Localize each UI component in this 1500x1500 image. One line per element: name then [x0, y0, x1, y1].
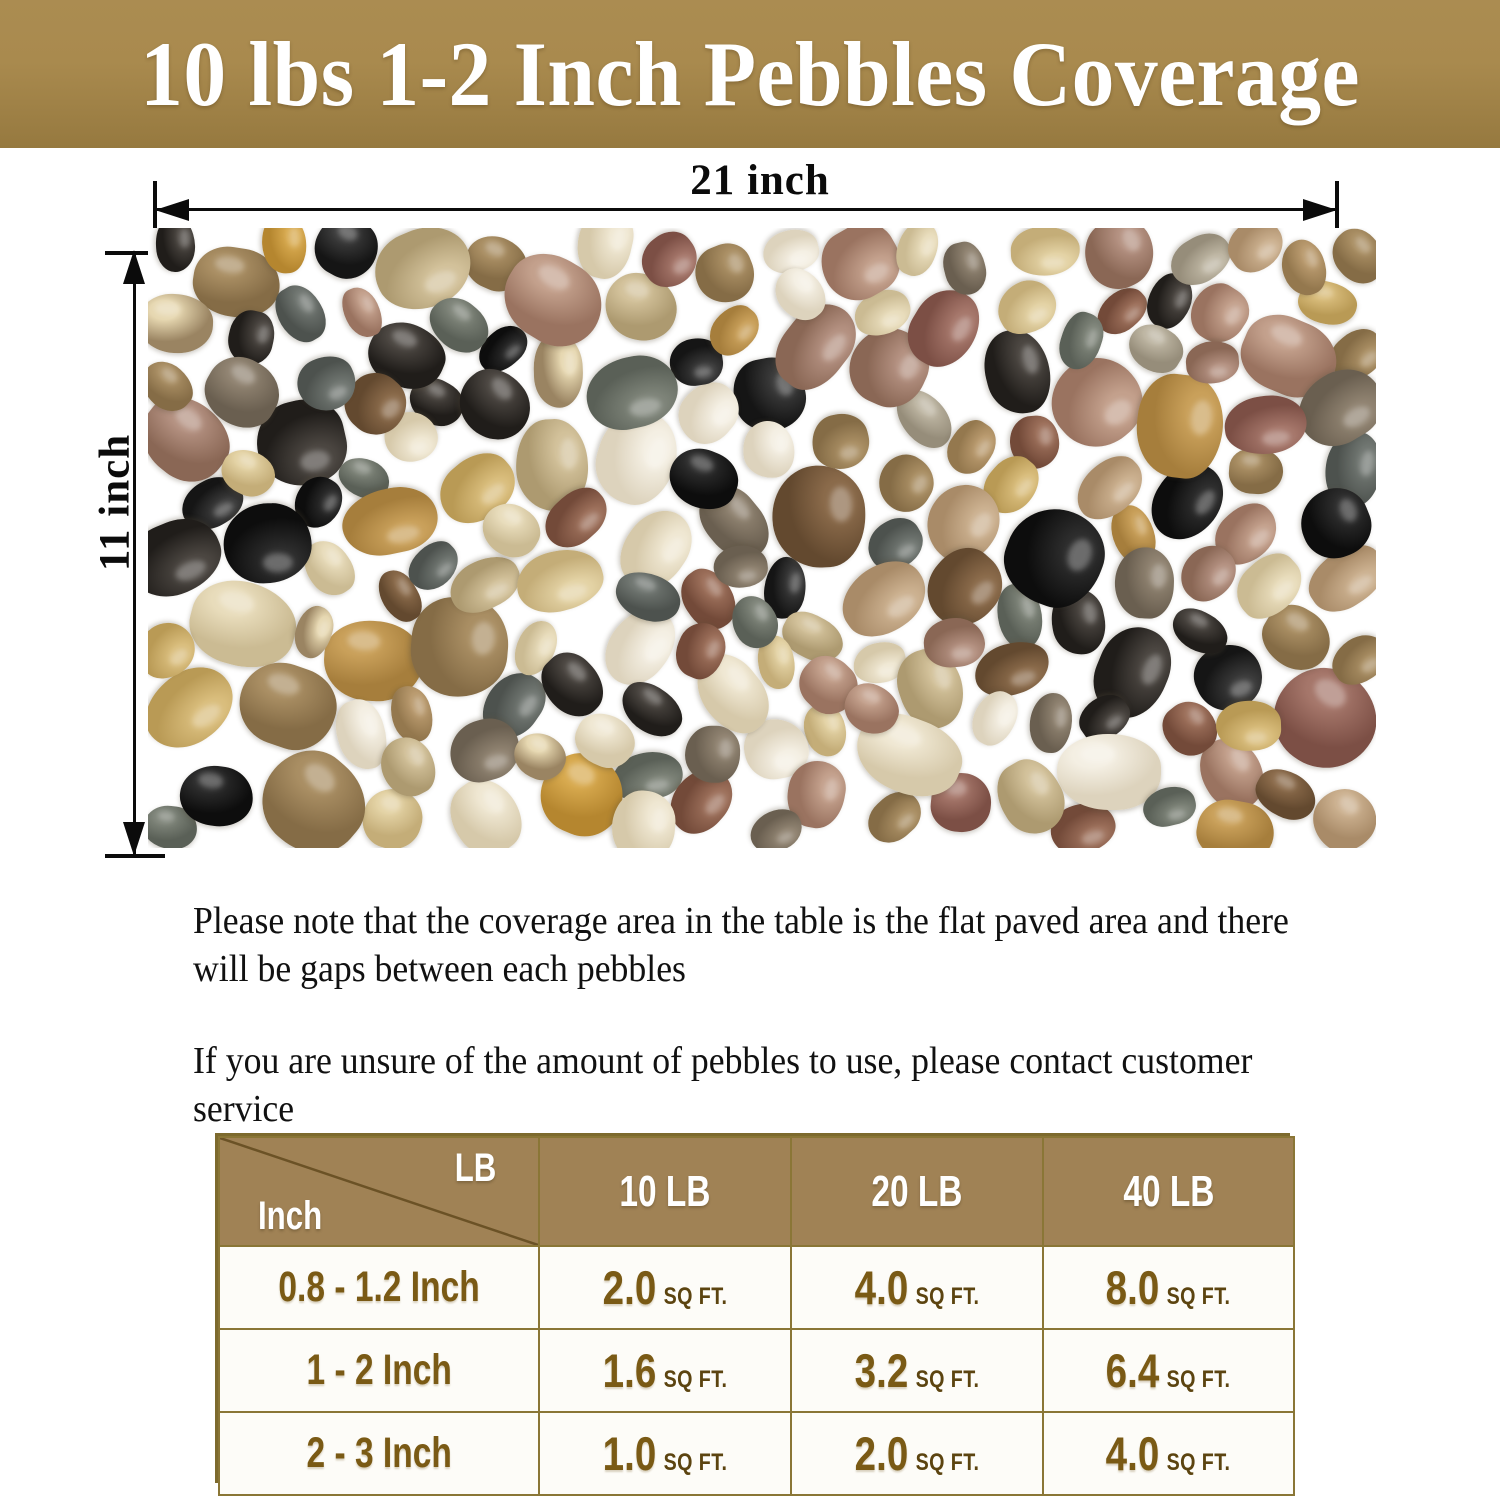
coverage-unit: SQ FT. [915, 1283, 980, 1310]
coverage-unit: SQ FT. [1167, 1283, 1231, 1310]
pebble-stone [770, 463, 869, 570]
width-arrow-line [155, 208, 1337, 211]
coverage-value: 6.4 [1106, 1344, 1160, 1397]
dimension-diagram: 21 inch 11 inch [0, 148, 1500, 908]
width-tick-right [1335, 181, 1339, 239]
coverage-unit: SQ FT. [663, 1283, 728, 1310]
row-size-cell: 0.8 - 1.2 Inch [218, 1245, 540, 1330]
coverage-cell: 1.0 SQ FT. [538, 1411, 792, 1496]
height-arrow-line [133, 253, 136, 855]
height-tick-top [105, 251, 165, 255]
row-size-label: 2 - 3 Inch [306, 1429, 452, 1477]
coverage-value: 2.0 [602, 1261, 657, 1314]
height-tick-bottom [105, 854, 165, 858]
coverage-value: 1.0 [602, 1427, 657, 1480]
header-banner: 10 lbs 1-2 Inch Pebbles Coverage [0, 0, 1500, 148]
page-title: 10 lbs 1-2 Inch Pebbles Coverage [140, 23, 1360, 125]
row-size-cell: 1 - 2 Inch [218, 1328, 540, 1413]
coverage-value: 1.6 [602, 1344, 657, 1397]
table-header-row: LB Inch 10 LB 20 LB 40 LB [218, 1136, 1295, 1247]
coverage-cell: 4.0 SQ FT. [790, 1245, 1044, 1330]
pebble-stone [1218, 228, 1293, 283]
column-header-label: 40 LB [1122, 1166, 1215, 1216]
coverage-unit: SQ FT. [1167, 1366, 1231, 1393]
pebble-stone [222, 502, 312, 585]
coverage-table: LB Inch 10 LB 20 LB 40 LB 0.8 - 1.2 Inch [215, 1133, 1295, 1496]
coverage-cell: 3.2 SQ FT. [790, 1328, 1044, 1413]
coverage-table-grid: LB Inch 10 LB 20 LB 40 LB 0.8 - 1.2 Inch [218, 1136, 1295, 1496]
column-header-label: 20 LB [871, 1166, 963, 1216]
pebble-stone [684, 725, 741, 784]
corner-weight-header: LB [454, 1146, 496, 1190]
coverage-value: 2.0 [854, 1427, 909, 1480]
coverage-unit: SQ FT. [1167, 1449, 1231, 1476]
width-arrow-head-right-icon [1303, 199, 1337, 221]
coverage-cell: 4.0 SQ FT. [1042, 1411, 1295, 1496]
coverage-cell: 6.4 SQ FT. [1042, 1328, 1295, 1413]
coverage-value: 4.0 [854, 1261, 909, 1314]
width-dimension-label: 21 inch [690, 157, 830, 204]
pebble-stone [1113, 546, 1176, 619]
column-header-label: 10 LB [619, 1166, 711, 1216]
pebble-photo [148, 228, 1376, 848]
coverage-value: 4.0 [1106, 1427, 1160, 1480]
pebble-stone [1130, 370, 1229, 483]
note-paragraph-2: If you are unsure of the amount of pebbl… [193, 1039, 1253, 1130]
width-tick-left [153, 181, 157, 239]
table-column-header-40lb: 40 LB [1042, 1136, 1295, 1247]
table-column-header-10lb: 10 LB [538, 1136, 792, 1247]
coverage-value: 8.0 [1106, 1261, 1160, 1314]
table-row: 0.8 - 1.2 Inch 2.0 SQ FT. 4.0 SQ FT. 8.0 SQ… [218, 1245, 1295, 1330]
width-arrow-head-left-icon [155, 199, 189, 221]
pebble-stone [1227, 447, 1285, 497]
row-size-cell: 2 - 3 Inch [218, 1411, 540, 1496]
pebble-stone [1009, 228, 1081, 278]
coverage-value: 3.2 [854, 1344, 909, 1397]
coverage-cell: 8.0 SQ FT. [1042, 1245, 1295, 1330]
table-column-header-20lb: 20 LB [790, 1136, 1044, 1247]
pebble-stone [1222, 391, 1310, 459]
coverage-unit: SQ FT. [663, 1449, 728, 1476]
height-arrow-head-top-icon [123, 250, 145, 284]
coverage-unit: SQ FT. [663, 1366, 728, 1393]
pebble-stone [741, 420, 796, 480]
table-corner-cell: LB Inch [218, 1136, 540, 1247]
row-size-label: 1 - 2 Inch [306, 1346, 452, 1394]
height-arrow-head-bottom-icon [123, 822, 145, 856]
notes-block: Please note that the coverage area in th… [193, 898, 1373, 1134]
pebble-stone [1028, 692, 1074, 755]
coverage-cell: 2.0 SQ FT. [790, 1411, 1044, 1496]
coverage-unit: SQ FT. [915, 1366, 980, 1393]
table-row: 1 - 2 Inch 1.6 SQ FT. 3.2 SQ FT. 6.4 SQ FT. [218, 1328, 1295, 1413]
coverage-cell: 1.6 SQ FT. [538, 1328, 792, 1413]
pebble-stone [975, 323, 1059, 422]
table-row: 2 - 3 Inch 1.0 SQ FT. 2.0 SQ FT. 4.0 SQ FT. [218, 1411, 1295, 1496]
pebble-stone [922, 615, 988, 670]
pebble-stone [1215, 700, 1282, 752]
coverage-unit: SQ FT. [915, 1449, 980, 1476]
coverage-cell: 2.0 SQ FT. [538, 1245, 792, 1330]
pebble-stone [1300, 775, 1376, 848]
pebble-stone [828, 547, 939, 652]
pebble-stone [181, 569, 305, 678]
note-paragraph-1: Please note that the coverage area in th… [193, 900, 1289, 990]
row-size-label: 0.8 - 1.2 Inch [278, 1263, 480, 1311]
pebble-stone [1184, 338, 1241, 386]
pebble-stone [687, 235, 763, 312]
corner-size-header: Inch [258, 1194, 323, 1238]
pebble-stone [154, 228, 196, 273]
pebble-stone [1057, 733, 1161, 810]
